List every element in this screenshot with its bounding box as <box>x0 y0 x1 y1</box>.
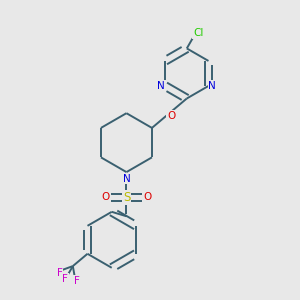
Text: N: N <box>123 174 130 184</box>
Text: O: O <box>143 192 152 202</box>
Text: N: N <box>208 81 216 91</box>
Text: F: F <box>74 276 80 286</box>
Text: S: S <box>123 190 130 204</box>
Text: Cl: Cl <box>193 28 204 38</box>
Text: O: O <box>101 192 110 202</box>
Text: F: F <box>62 274 68 284</box>
Text: N: N <box>158 81 165 91</box>
Text: O: O <box>167 110 175 121</box>
Text: F: F <box>56 268 62 278</box>
